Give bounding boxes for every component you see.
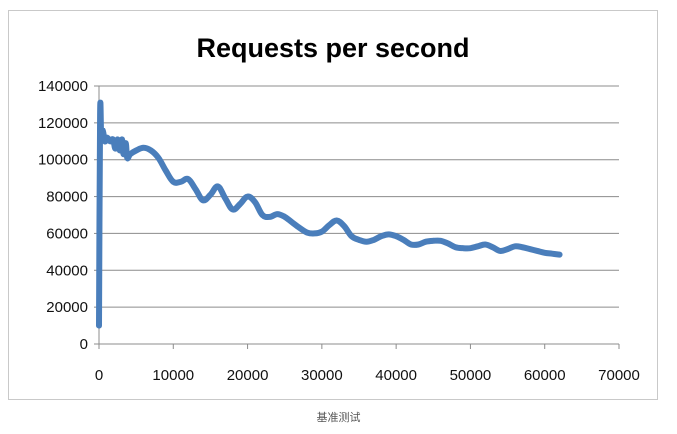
series-layer xyxy=(96,99,563,329)
chart-title: Requests per second xyxy=(196,33,469,63)
chart-frame: Requests per second 0 20000 40000 60000 8000… xyxy=(8,10,658,400)
x-tick-label: 70000 xyxy=(598,367,640,384)
x-tick-label: 50000 xyxy=(450,367,492,384)
chart-svg: Requests per second 0 20000 40000 60000 8000… xyxy=(38,33,640,384)
x-tick-label: 60000 xyxy=(524,367,566,384)
series-line-0 xyxy=(96,99,563,329)
x-tick-label: 10000 xyxy=(152,367,194,384)
x-tick-label: 30000 xyxy=(301,367,343,384)
y-tick-label: 0 xyxy=(80,336,88,353)
grid-lines xyxy=(99,85,619,308)
figure-caption: 基准测试 xyxy=(316,411,361,424)
y-tick-label: 60000 xyxy=(46,225,88,242)
y-tick-label: 40000 xyxy=(46,262,88,279)
y-axis-tick-labels: 0 20000 40000 60000 80000 100000 120000 140000 xyxy=(38,78,88,353)
y-tick-label: 140000 xyxy=(38,78,88,95)
x-tick-label: 0 xyxy=(95,367,103,384)
y-tick-label: 120000 xyxy=(38,115,88,132)
y-tick-label: 80000 xyxy=(46,189,88,206)
x-tick-label: 40000 xyxy=(375,367,417,384)
y-tick-label: 20000 xyxy=(46,299,88,316)
axes xyxy=(94,85,620,349)
y-tick-label: 100000 xyxy=(38,152,88,169)
x-axis-tick-labels: 0 10000 20000 30000 40000 50000 60000 70000 xyxy=(95,367,640,384)
x-tick-label: 20000 xyxy=(227,367,269,384)
